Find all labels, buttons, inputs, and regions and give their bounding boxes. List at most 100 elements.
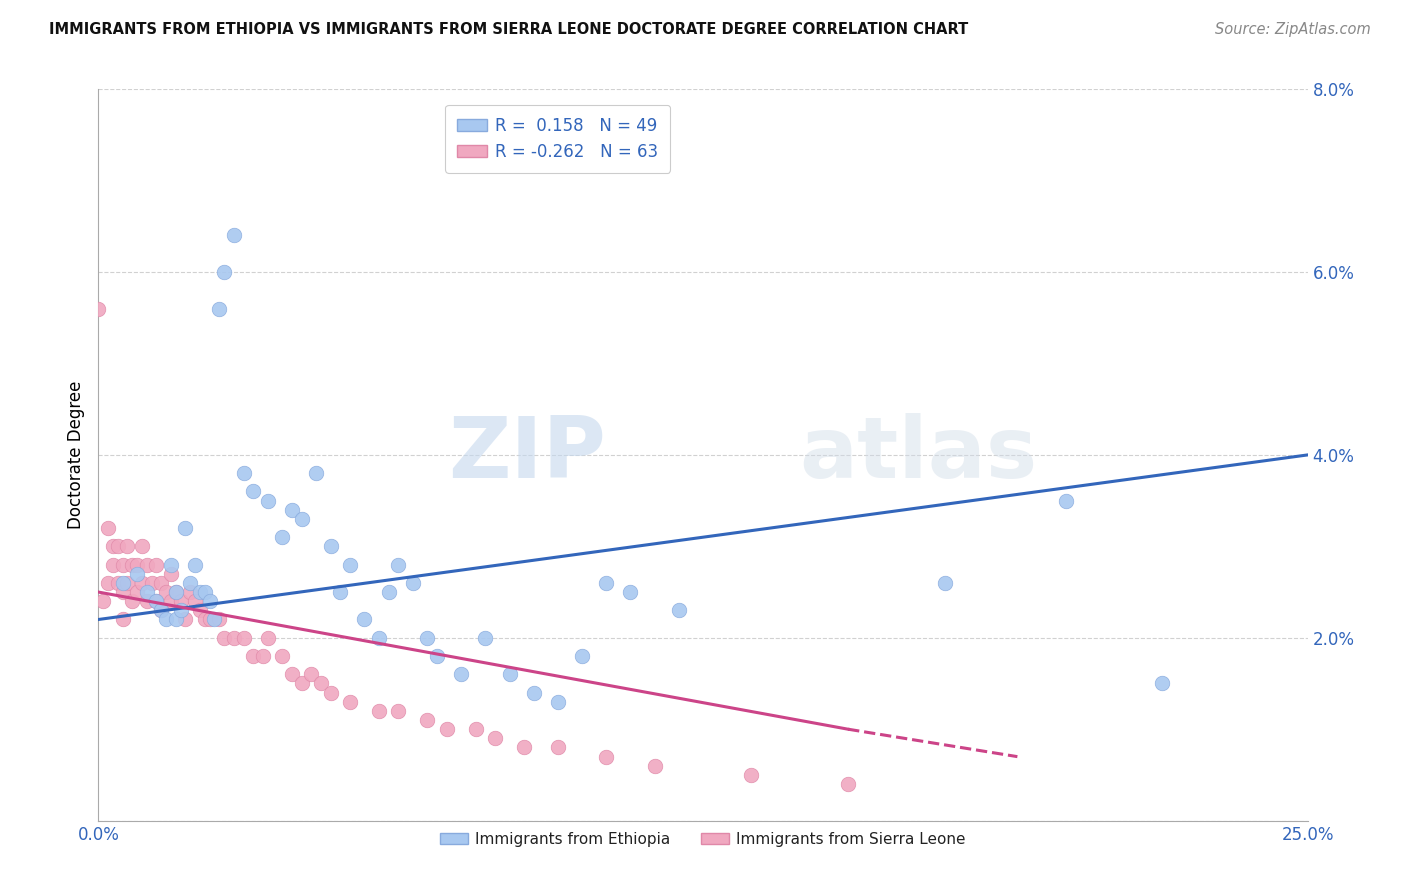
Point xyxy=(426,649,449,664)
Point xyxy=(290,512,312,526)
Point xyxy=(117,576,139,591)
Point xyxy=(179,576,201,591)
Point xyxy=(121,594,143,608)
Point xyxy=(131,539,153,553)
Point xyxy=(131,576,153,591)
Point xyxy=(127,585,149,599)
Point xyxy=(740,768,762,782)
Point xyxy=(188,603,211,617)
Point xyxy=(281,503,304,517)
Y-axis label: Doctorate Degree: Doctorate Degree xyxy=(66,381,84,529)
Point xyxy=(595,749,617,764)
Point xyxy=(474,631,496,645)
Point xyxy=(174,521,197,535)
Text: atlas: atlas xyxy=(800,413,1038,497)
Point xyxy=(174,613,197,627)
Point xyxy=(121,558,143,572)
Point xyxy=(91,594,114,608)
Point xyxy=(668,603,690,617)
Point xyxy=(547,695,569,709)
Point xyxy=(222,228,245,243)
Point xyxy=(141,576,163,591)
Point xyxy=(222,631,245,645)
Point xyxy=(416,713,439,727)
Point xyxy=(353,613,375,627)
Point xyxy=(377,585,399,599)
Point xyxy=(135,585,157,599)
Point xyxy=(242,649,264,664)
Point xyxy=(305,467,328,481)
Point xyxy=(111,585,134,599)
Point xyxy=(232,467,254,481)
Point xyxy=(523,686,546,700)
Point xyxy=(150,603,173,617)
Point xyxy=(204,613,226,627)
Point xyxy=(208,301,231,316)
Point xyxy=(232,631,254,645)
Point xyxy=(101,539,124,553)
Point xyxy=(145,558,167,572)
Point xyxy=(188,585,211,599)
Point xyxy=(595,576,617,591)
Point xyxy=(498,667,520,681)
Point xyxy=(416,631,439,645)
Point xyxy=(198,613,221,627)
Point xyxy=(547,740,569,755)
Point xyxy=(339,558,361,572)
Text: Source: ZipAtlas.com: Source: ZipAtlas.com xyxy=(1215,22,1371,37)
Point xyxy=(837,777,859,791)
Point xyxy=(169,594,191,608)
Point xyxy=(111,558,134,572)
Point xyxy=(160,566,183,581)
Point xyxy=(368,631,391,645)
Point xyxy=(165,585,187,599)
Point xyxy=(619,585,641,599)
Point xyxy=(436,723,458,737)
Point xyxy=(107,576,129,591)
Point xyxy=(194,585,217,599)
Point xyxy=(1054,493,1077,508)
Point xyxy=(135,558,157,572)
Point xyxy=(299,667,322,681)
Point xyxy=(160,594,183,608)
Point xyxy=(513,740,536,755)
Point xyxy=(242,484,264,499)
Text: IMMIGRANTS FROM ETHIOPIA VS IMMIGRANTS FROM SIERRA LEONE DOCTORATE DEGREE CORREL: IMMIGRANTS FROM ETHIOPIA VS IMMIGRANTS F… xyxy=(49,22,969,37)
Point xyxy=(117,539,139,553)
Point xyxy=(271,649,294,664)
Point xyxy=(165,613,187,627)
Point xyxy=(111,613,134,627)
Point xyxy=(160,558,183,572)
Point xyxy=(368,704,391,718)
Legend: Immigrants from Ethiopia, Immigrants from Sierra Leone: Immigrants from Ethiopia, Immigrants fro… xyxy=(434,826,972,854)
Point xyxy=(184,594,207,608)
Point xyxy=(212,265,235,279)
Point xyxy=(309,676,332,690)
Point xyxy=(145,594,167,608)
Point xyxy=(271,530,294,544)
Point xyxy=(387,558,409,572)
Point xyxy=(281,667,304,681)
Point xyxy=(194,613,217,627)
Point xyxy=(387,704,409,718)
Point xyxy=(252,649,274,664)
Point xyxy=(127,566,149,581)
Point xyxy=(155,585,177,599)
Point xyxy=(107,539,129,553)
Text: ZIP: ZIP xyxy=(449,413,606,497)
Point xyxy=(464,723,486,737)
Point xyxy=(256,493,278,508)
Point xyxy=(165,585,187,599)
Point xyxy=(319,686,342,700)
Point xyxy=(402,576,425,591)
Point xyxy=(150,576,173,591)
Point xyxy=(184,558,207,572)
Point xyxy=(145,594,167,608)
Point xyxy=(319,539,342,553)
Point xyxy=(256,631,278,645)
Point xyxy=(155,613,177,627)
Point xyxy=(101,558,124,572)
Point xyxy=(212,631,235,645)
Point xyxy=(198,594,221,608)
Point xyxy=(1152,676,1174,690)
